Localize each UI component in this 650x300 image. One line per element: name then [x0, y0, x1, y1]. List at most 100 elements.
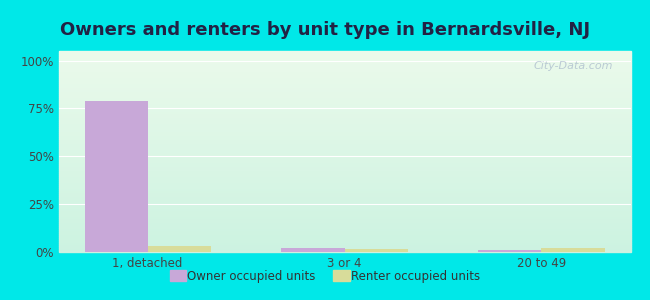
Bar: [58, 210, 630, 212]
Bar: [58, 115, 630, 117]
Bar: [58, 89, 630, 91]
Bar: [58, 81, 630, 83]
Bar: [58, 212, 630, 214]
Bar: [58, 53, 630, 55]
Bar: [58, 214, 630, 216]
Bar: [58, 83, 630, 85]
Bar: [58, 186, 630, 188]
Bar: [58, 121, 630, 123]
Bar: [58, 184, 630, 186]
Bar: [58, 111, 630, 113]
Bar: [58, 91, 630, 93]
Bar: [58, 117, 630, 119]
Bar: [58, 65, 630, 67]
Bar: [58, 188, 630, 190]
Bar: [58, 236, 630, 238]
Bar: [344, 249, 408, 252]
Bar: [58, 194, 630, 196]
Bar: [58, 51, 630, 53]
Bar: [58, 160, 630, 161]
Bar: [84, 101, 148, 252]
Bar: [58, 248, 630, 250]
Bar: [58, 73, 630, 75]
Bar: [58, 128, 630, 129]
Bar: [58, 143, 630, 146]
Bar: [58, 155, 630, 158]
Bar: [58, 125, 630, 128]
Bar: [478, 250, 541, 252]
Bar: [58, 218, 630, 220]
Bar: [58, 182, 630, 184]
Bar: [58, 113, 630, 115]
Bar: [58, 190, 630, 192]
Bar: [58, 250, 630, 252]
Bar: [58, 232, 630, 234]
Bar: [58, 166, 630, 168]
Bar: [58, 206, 630, 208]
Bar: [58, 105, 630, 107]
Bar: [281, 248, 344, 252]
Text: Owners and renters by unit type in Bernardsville, NJ: Owners and renters by unit type in Berna…: [60, 21, 590, 39]
Bar: [58, 208, 630, 210]
Bar: [58, 75, 630, 77]
Bar: [58, 59, 630, 61]
Bar: [58, 97, 630, 99]
Bar: [58, 196, 630, 198]
Bar: [58, 149, 630, 152]
Bar: [58, 57, 630, 59]
Bar: [58, 109, 630, 111]
Bar: [58, 134, 630, 135]
Bar: [58, 158, 630, 160]
Bar: [58, 224, 630, 226]
Bar: [58, 67, 630, 69]
Bar: [58, 226, 630, 228]
Bar: [58, 161, 630, 164]
Bar: [58, 192, 630, 194]
Bar: [58, 129, 630, 131]
Legend: Owner occupied units, Renter occupied units: Owner occupied units, Renter occupied un…: [165, 266, 485, 288]
Bar: [58, 146, 630, 148]
Bar: [58, 204, 630, 206]
Bar: [58, 55, 630, 57]
Bar: [58, 202, 630, 204]
Bar: [58, 77, 630, 79]
Bar: [58, 180, 630, 182]
Bar: [58, 220, 630, 222]
Bar: [58, 222, 630, 224]
Bar: [58, 240, 630, 242]
Bar: [58, 141, 630, 143]
Bar: [58, 85, 630, 87]
Bar: [58, 135, 630, 137]
Bar: [58, 87, 630, 89]
Bar: [58, 63, 630, 65]
Bar: [58, 168, 630, 169]
Bar: [58, 216, 630, 218]
Bar: [58, 238, 630, 240]
Bar: [58, 69, 630, 71]
Text: City-Data.com: City-Data.com: [534, 61, 614, 71]
Bar: [58, 178, 630, 180]
Bar: [58, 200, 630, 202]
Bar: [58, 99, 630, 101]
Bar: [58, 176, 630, 178]
Bar: [58, 246, 630, 248]
Bar: [58, 137, 630, 140]
Bar: [58, 140, 630, 141]
Bar: [58, 103, 630, 105]
Bar: [58, 71, 630, 73]
Bar: [58, 61, 630, 63]
Bar: [58, 123, 630, 125]
Bar: [58, 244, 630, 246]
Bar: [58, 152, 630, 154]
Bar: [58, 230, 630, 232]
Bar: [58, 228, 630, 230]
Bar: [58, 93, 630, 95]
Bar: [148, 246, 211, 252]
Bar: [58, 148, 630, 149]
Bar: [58, 198, 630, 200]
Bar: [58, 172, 630, 174]
Bar: [58, 79, 630, 81]
Bar: [58, 101, 630, 103]
Bar: [541, 248, 604, 252]
Bar: [58, 242, 630, 244]
